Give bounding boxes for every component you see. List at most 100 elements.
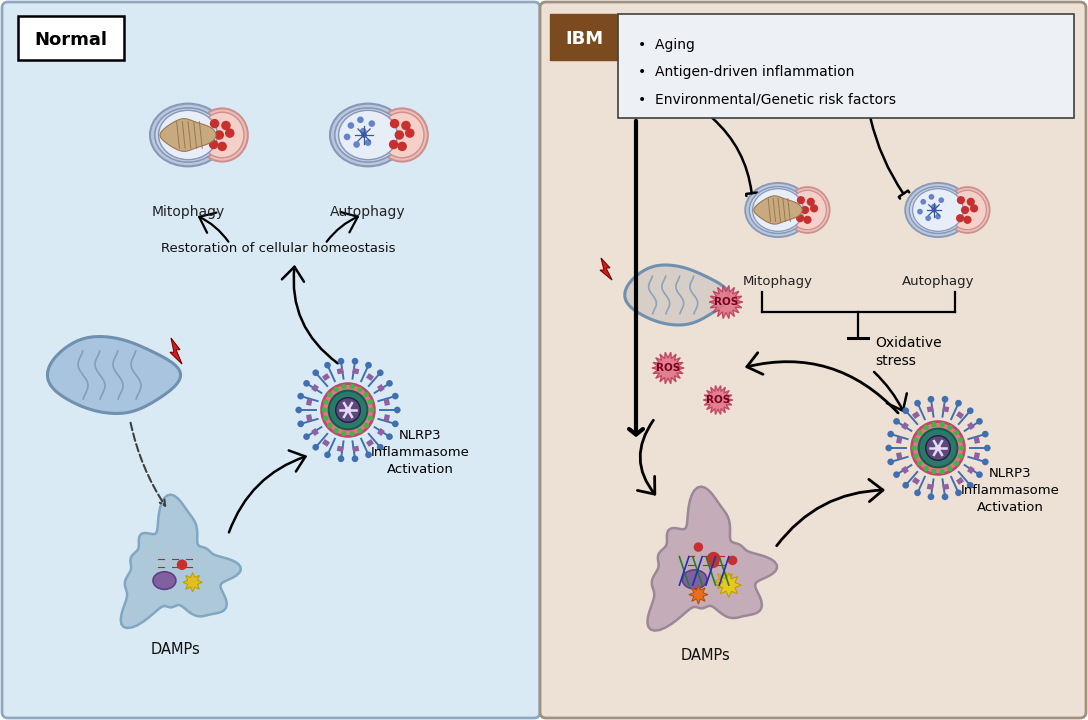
Circle shape — [297, 420, 304, 427]
Text: ROS: ROS — [656, 363, 680, 373]
Polygon shape — [311, 428, 319, 436]
Circle shape — [803, 216, 812, 224]
Circle shape — [953, 461, 959, 466]
Circle shape — [295, 407, 302, 413]
Circle shape — [707, 552, 720, 565]
Polygon shape — [378, 384, 385, 392]
Circle shape — [976, 472, 982, 478]
Circle shape — [920, 199, 926, 204]
Circle shape — [369, 120, 375, 127]
Ellipse shape — [150, 104, 226, 166]
Circle shape — [918, 428, 957, 467]
Polygon shape — [897, 452, 902, 459]
FancyBboxPatch shape — [551, 14, 618, 60]
Circle shape — [902, 408, 910, 414]
Circle shape — [327, 392, 333, 397]
Polygon shape — [912, 477, 920, 485]
Text: NLRP3
Inflammasome
Activation: NLRP3 Inflammasome Activation — [961, 467, 1060, 513]
Circle shape — [955, 490, 962, 496]
Circle shape — [349, 384, 355, 390]
Circle shape — [323, 399, 329, 405]
Polygon shape — [322, 439, 330, 447]
Circle shape — [928, 493, 935, 500]
Polygon shape — [956, 411, 964, 419]
Polygon shape — [942, 484, 949, 490]
Circle shape — [925, 215, 931, 221]
Polygon shape — [974, 452, 980, 459]
Circle shape — [956, 196, 965, 204]
Circle shape — [948, 466, 952, 471]
Circle shape — [329, 391, 368, 429]
Circle shape — [369, 408, 374, 413]
Circle shape — [913, 454, 918, 459]
Ellipse shape — [153, 572, 176, 590]
Text: Autophagy: Autophagy — [330, 205, 406, 219]
Circle shape — [957, 437, 963, 443]
Circle shape — [312, 444, 319, 451]
Circle shape — [928, 194, 935, 199]
Ellipse shape — [910, 186, 967, 233]
Text: ROS: ROS — [706, 395, 730, 405]
Circle shape — [888, 459, 894, 465]
Circle shape — [931, 207, 937, 212]
Circle shape — [360, 128, 367, 135]
Text: Restoration of cellular homeostasis: Restoration of cellular homeostasis — [161, 241, 395, 254]
Ellipse shape — [750, 186, 806, 233]
Circle shape — [796, 214, 804, 222]
Circle shape — [357, 117, 363, 123]
Circle shape — [939, 469, 944, 474]
Circle shape — [893, 418, 900, 425]
Ellipse shape — [905, 183, 970, 237]
Polygon shape — [942, 406, 949, 413]
Circle shape — [801, 206, 809, 214]
Circle shape — [366, 362, 372, 369]
Ellipse shape — [338, 110, 397, 160]
Text: DAMPs: DAMPs — [150, 642, 200, 657]
Circle shape — [376, 444, 384, 451]
Circle shape — [924, 466, 929, 471]
Circle shape — [395, 130, 404, 140]
Text: Oxidative
stress: Oxidative stress — [875, 336, 941, 368]
Polygon shape — [599, 258, 611, 280]
Circle shape — [931, 469, 937, 474]
Circle shape — [376, 369, 384, 376]
Ellipse shape — [154, 108, 221, 162]
Circle shape — [942, 396, 949, 402]
Circle shape — [982, 431, 989, 438]
Circle shape — [334, 428, 338, 433]
Polygon shape — [901, 466, 908, 474]
Circle shape — [953, 430, 959, 436]
Circle shape — [351, 456, 358, 462]
FancyBboxPatch shape — [540, 2, 1086, 718]
Circle shape — [886, 445, 892, 451]
Circle shape — [386, 433, 393, 440]
Circle shape — [961, 206, 969, 214]
Circle shape — [694, 542, 703, 552]
Circle shape — [390, 119, 399, 128]
Circle shape — [304, 433, 310, 440]
Circle shape — [322, 384, 374, 436]
Circle shape — [364, 139, 371, 146]
Ellipse shape — [197, 109, 248, 161]
Circle shape — [966, 198, 975, 206]
Circle shape — [327, 423, 333, 428]
FancyBboxPatch shape — [2, 2, 540, 718]
Circle shape — [917, 461, 923, 466]
Circle shape — [917, 209, 923, 215]
Circle shape — [982, 459, 989, 465]
Circle shape — [928, 396, 935, 402]
Polygon shape — [384, 399, 390, 406]
Circle shape — [176, 559, 187, 570]
Polygon shape — [912, 411, 920, 419]
Circle shape — [323, 415, 329, 420]
Circle shape — [893, 472, 900, 478]
Polygon shape — [709, 285, 743, 318]
Circle shape — [809, 204, 818, 212]
Circle shape — [342, 431, 346, 436]
Ellipse shape — [159, 110, 218, 160]
Circle shape — [354, 141, 360, 148]
Polygon shape — [927, 406, 934, 413]
Polygon shape — [183, 572, 202, 592]
Circle shape — [976, 418, 982, 425]
Circle shape — [912, 422, 964, 474]
